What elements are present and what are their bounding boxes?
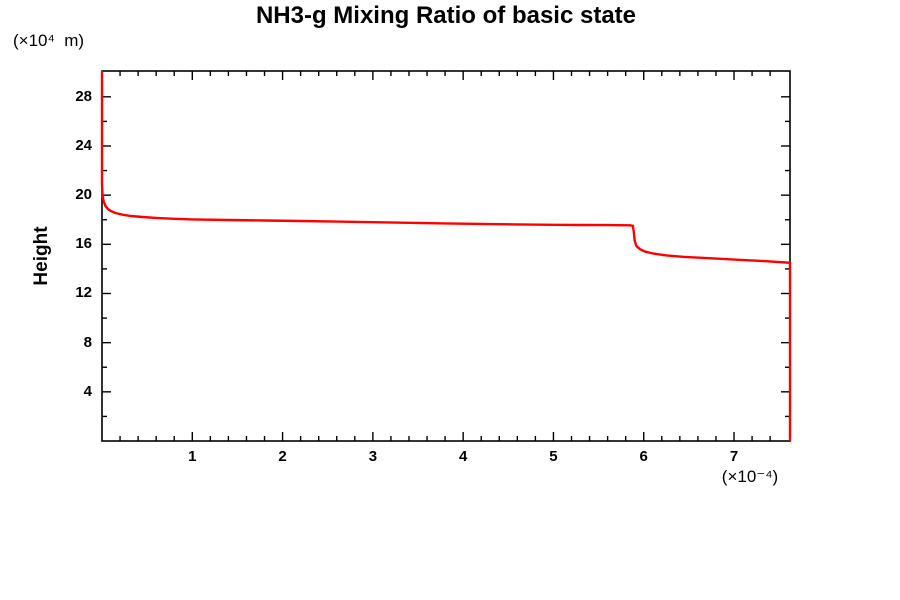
chart-title: NH3-g Mixing Ratio of basic state	[255, 2, 637, 29]
x-tick-label: 7	[729, 448, 739, 465]
y-tick-label: 16	[75, 235, 92, 253]
y-tick-label: 28	[75, 87, 92, 105]
x-tick-label: 3	[368, 448, 378, 465]
y-tick-label: 12	[75, 284, 92, 302]
y-tick-label: 24	[75, 136, 92, 154]
x-tick-label: 2	[278, 448, 287, 465]
y-tick-label: 20	[75, 186, 92, 204]
plot-frame	[101, 70, 791, 442]
x-tick-label: 5	[549, 448, 558, 465]
data-line	[100, 71, 792, 441]
x-tick-label: 1	[188, 448, 197, 465]
x-tick-label: 4	[458, 448, 468, 465]
y-axis-units-label: (×10⁴ m)	[13, 31, 85, 50]
x-axis-units-label: (×10⁻⁴)	[721, 467, 779, 486]
y-tick-label: 8	[83, 333, 92, 351]
y-tick-label: 4	[83, 382, 92, 400]
x-tick-label: 6	[639, 448, 648, 465]
